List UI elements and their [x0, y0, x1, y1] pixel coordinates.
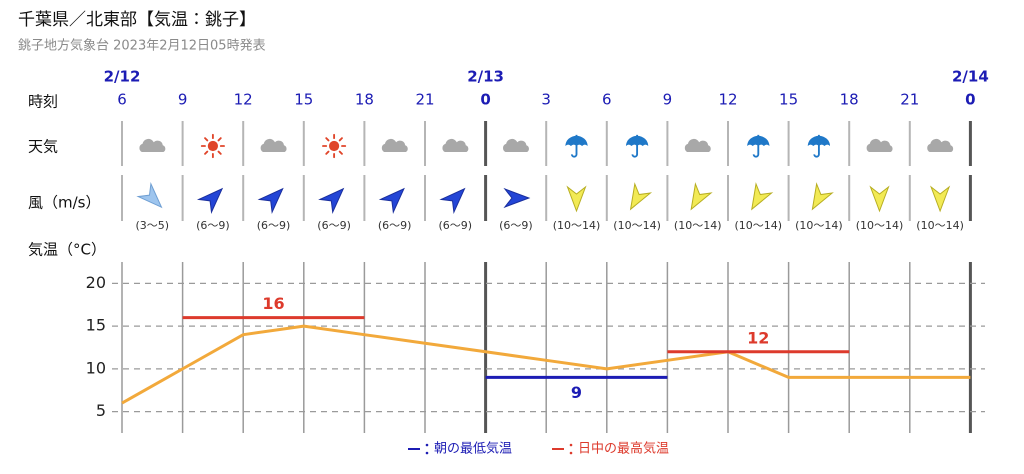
wind-arrow [629, 182, 653, 211]
hour-label: 15 [294, 91, 313, 109]
value-label: 9 [571, 383, 582, 402]
hour-label: 12 [718, 91, 737, 109]
title: 千葉県／北東部【気温：銚子】 [18, 10, 256, 30]
weather-icon [322, 133, 347, 159]
wind-range: (10〜14) [916, 219, 964, 232]
weather-icon [503, 138, 529, 152]
hour-label: 6 [602, 91, 612, 109]
value-label: 16 [262, 294, 284, 313]
wind-range: (10〜14) [856, 219, 904, 232]
y-tick-label: 10 [86, 358, 106, 377]
wind-range: (3〜5) [136, 219, 170, 232]
weather-icon [260, 138, 287, 152]
legend-colon [569, 451, 573, 455]
hour-label: 3 [541, 91, 551, 109]
wind-arrow [690, 182, 713, 211]
temperature-line [121, 324, 971, 405]
wind-range: (6〜9) [439, 219, 473, 232]
wind-range: (10〜14) [795, 219, 843, 232]
subtitle: 銚子地方気象台 2023年2月12日05時発表 [18, 38, 266, 54]
wind-range: (6〜9) [257, 219, 291, 232]
wind-range: (10〜14) [674, 219, 722, 232]
wind-arrow [751, 182, 774, 211]
hour-label: 9 [663, 91, 673, 109]
hour-label: 12 [234, 91, 253, 109]
y-tick-label: 15 [86, 316, 106, 335]
legend-colon [425, 443, 429, 447]
weather-icon [866, 138, 893, 152]
weather-icon [200, 133, 225, 159]
wind-arrow [136, 182, 163, 209]
weather-icon [625, 133, 650, 158]
hour-label: 0 [965, 91, 975, 109]
weather-icon [927, 138, 954, 152]
hour-label: 21 [900, 91, 919, 109]
wind-range: (10〜14) [735, 219, 783, 232]
weather-icon [139, 138, 166, 152]
row-label: 天気 [28, 138, 58, 156]
weather-icon [442, 138, 469, 152]
wind-range: (10〜14) [613, 219, 661, 232]
y-tick-label: 20 [86, 273, 106, 292]
wind-arrow [811, 182, 834, 211]
wind-range: (6〜9) [499, 219, 533, 232]
wind-arrow [869, 185, 890, 213]
wind-arrow [318, 187, 345, 214]
hour-label: 21 [415, 91, 434, 109]
row-label: 風（m/s） [28, 194, 100, 212]
wind-arrow [930, 185, 951, 213]
wind-range: (6〜9) [378, 219, 412, 232]
hour-label: 0 [480, 91, 490, 109]
weather-icon [381, 138, 408, 152]
row-label: 気温（°C） [28, 241, 106, 259]
legend-label: 日中の最高気温 [578, 441, 669, 457]
wind-range: (6〜9) [317, 219, 351, 232]
wind-arrow [196, 187, 224, 214]
hour-label: 9 [178, 91, 188, 109]
wind-arrow [378, 187, 405, 214]
date-label: 2/12 [104, 68, 141, 86]
row-label: 時刻 [28, 93, 58, 111]
date-label: 2/14 [952, 68, 989, 86]
date-label: 2/13 [467, 68, 504, 86]
wind-arrow [439, 187, 466, 214]
legend-label: 朝の最低気温 [434, 441, 512, 457]
y-tick-label: 5 [96, 401, 106, 420]
legend-colon [425, 451, 429, 455]
temperature-band [182, 316, 850, 354]
wind-arrow [503, 187, 531, 209]
wind-range: (6〜9) [196, 219, 230, 232]
legend-colon [569, 443, 573, 447]
wind-arrow [566, 185, 587, 213]
weather-icon [746, 133, 771, 158]
wind-arrow [257, 187, 284, 214]
hour-label: 6 [117, 91, 127, 109]
value-label: 12 [747, 328, 769, 347]
wind-range: (10〜14) [553, 219, 601, 232]
hour-label: 15 [779, 91, 798, 109]
weather-icon [564, 133, 589, 158]
weather-icon [806, 133, 831, 158]
weather-icon [684, 138, 711, 152]
hour-label: 18 [840, 91, 859, 109]
hour-label: 18 [355, 91, 374, 109]
